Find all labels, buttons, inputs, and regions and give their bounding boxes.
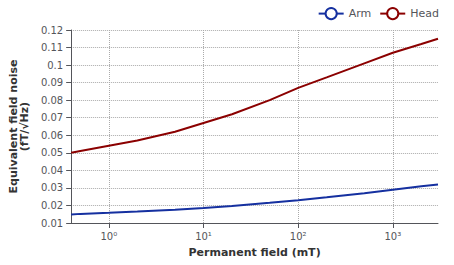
- svg-text:0.03: 0.03: [41, 182, 63, 193]
- svg-text:Head: Head: [410, 7, 439, 20]
- svg-text:0.06: 0.06: [41, 130, 63, 141]
- svg-text:0.11: 0.11: [41, 42, 63, 53]
- svg-text:0.1: 0.1: [47, 60, 63, 71]
- svg-text:0.09: 0.09: [41, 77, 63, 88]
- svg-text:(fT/√Hz): (fT/√Hz): [18, 102, 31, 151]
- svg-text:10¹: 10¹: [195, 231, 212, 242]
- svg-text:Permanent field (mT): Permanent field (mT): [189, 246, 321, 259]
- svg-text:0.05: 0.05: [41, 147, 63, 158]
- svg-text:Arm: Arm: [349, 7, 372, 20]
- svg-text:10³: 10³: [384, 231, 401, 242]
- svg-text:0.04: 0.04: [41, 165, 63, 176]
- svg-text:10²: 10²: [290, 231, 307, 242]
- svg-text:0.02: 0.02: [41, 200, 63, 211]
- svg-text:0.12: 0.12: [41, 25, 63, 36]
- svg-text:0.01: 0.01: [41, 218, 63, 229]
- svg-text:0.07: 0.07: [41, 112, 63, 123]
- svg-text:Equivalent field noise: Equivalent field noise: [7, 59, 20, 194]
- svg-text:10⁰: 10⁰: [100, 231, 117, 242]
- svg-text:0.08: 0.08: [41, 95, 63, 106]
